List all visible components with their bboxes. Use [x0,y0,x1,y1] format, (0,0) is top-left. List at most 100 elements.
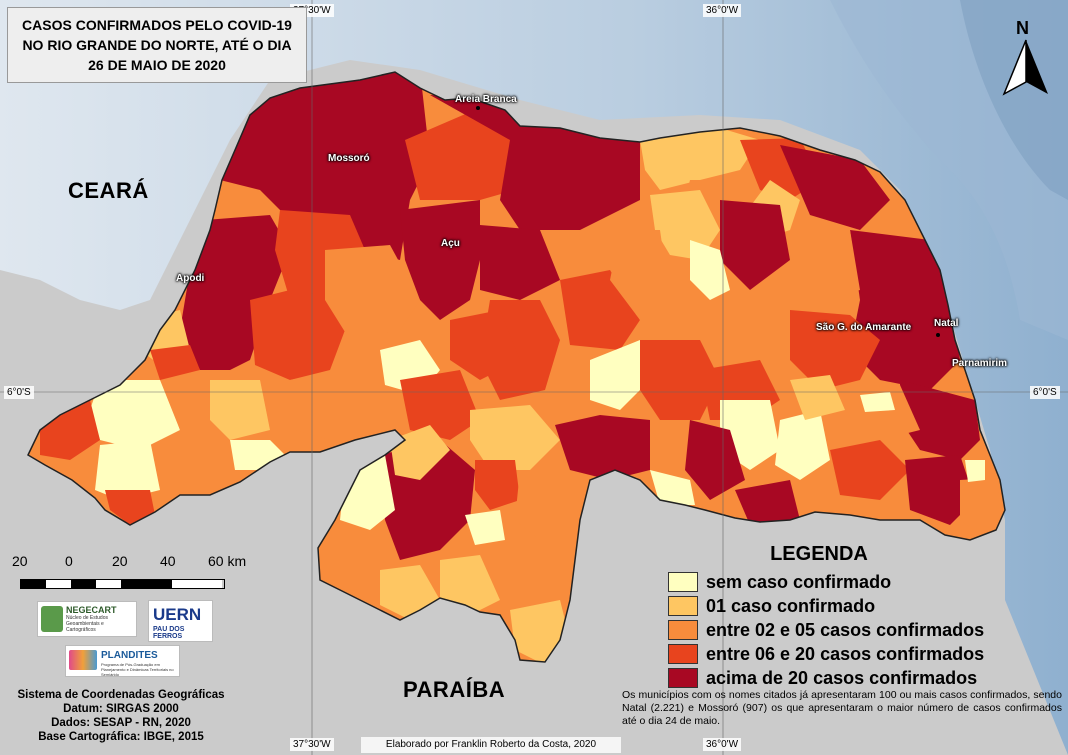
municipality [900,380,980,460]
municipality [210,380,270,440]
title-line-1: CASOS CONFIRMADOS PELO COVID-19 [22,17,292,33]
legend-item: entre 02 e 05 casos confirmados [668,618,1060,642]
scale-labels: 20 0 20 40 60 km [12,553,262,571]
municipality [850,300,960,390]
label-ceara: CEARÁ [68,178,149,203]
legend-swatch [668,668,698,688]
city-label-areia-branca: Areia Branca [455,94,517,105]
scale-label: 20 [12,553,28,569]
municipality [465,510,505,545]
label-paraiba: PARAÍBA [403,677,506,702]
info-line-2: Datum: SIRGAS 2000 [63,703,179,715]
municipality [250,280,345,380]
municipality [95,440,160,500]
municipality [775,410,830,480]
municipality [555,415,650,480]
title-line-2: NO RIO GRANDE DO NORTE, ATÉ O DIA [22,37,292,53]
negecart-name: NEGECART [66,605,117,615]
municipality [470,405,560,470]
municipality [960,478,1005,535]
negecart-emblem [41,606,63,632]
grid-label-bottom-right: 36°0'W [703,738,742,751]
state-border [27,71,1006,663]
info-line-3: Dados: SESAP - RN, 2020 [51,717,191,729]
legend-label: 01 caso confirmado [706,595,876,616]
municipality [400,200,480,320]
info-line-1: Sistema de Coordenadas Geográficas [17,689,225,701]
municipality [390,425,450,480]
legend-item: entre 06 e 20 casos confirmados [668,642,1060,666]
municipality [160,370,220,430]
legend-label: entre 06 e 20 casos confirmados [706,643,985,664]
north-arrow-icon [1002,39,1048,96]
uern-subtitle: PAU DOS FERROS [153,626,185,640]
municipality [860,392,895,412]
legend-title: LEGENDA [770,543,868,565]
legend-item: acima de 20 casos confirmados [668,666,1060,690]
grid-label-right: 6°0'S [1030,386,1060,399]
legend: LEGENDA sem caso confirmado 01 caso conf… [668,543,1060,690]
grid-label-top-right: 36°0'W [703,4,742,17]
plandites-logo: PLANDITES Programa de Pós-Graduação em P… [65,645,180,677]
north-arrow: N [998,18,1054,98]
municipality [830,440,910,500]
city-label-sao-goncalo: São G. do Amarante [816,322,912,333]
municipality [780,145,890,230]
info-line-4: Base Cartográfica: IBGE, 2015 [38,731,204,743]
municipality [90,380,180,450]
legend-swatch [668,572,698,592]
municipality [150,345,200,380]
city-dot-areia-branca [476,106,480,110]
scale-bar-segments [20,579,225,589]
municipality [800,230,860,300]
municipality [290,370,360,440]
legend-label: acima de 20 casos confirmados [706,667,978,688]
legend-item: sem caso confirmado [668,570,1060,594]
city-label-apodi: Apodi [176,273,205,284]
municipality [905,455,975,525]
municipality [325,245,420,340]
legend-note: Os municípios com os nomes citados já ap… [622,689,1062,727]
legend-item: 01 caso confirmado [668,594,1060,618]
municipality [475,460,520,510]
plandites-emblem [69,650,97,670]
scale-label: 0 [65,553,73,569]
municipality [515,470,570,540]
municipality [590,340,650,410]
city-label-parnamirim: Parnamirim [952,358,1008,369]
city-label-mossoro: Mossoró [328,153,370,164]
scale-label: 60 km [208,553,247,569]
city-dot-natal [936,333,940,337]
municipality [690,240,730,300]
legend-label: sem caso confirmado [706,571,892,592]
municipality [480,225,560,300]
municipality [405,112,520,200]
uern-name: UERN [153,605,202,624]
coordinate-info: Sistema de Coordenadas Geográficas Datum… [8,688,234,744]
municipality [735,480,800,525]
scale-label: 40 [160,553,176,569]
municipality [650,470,695,505]
scale-label: 20 [112,553,128,569]
negecart-logo: NEGECART Núcleo de Estudos Geoambientais… [37,601,137,637]
municipality [790,375,845,420]
municipality [650,190,720,260]
municipality [790,310,880,390]
negecart-subtitle: Núcleo de Estudos Geoambientais e Cartog… [66,615,108,633]
municipality [850,230,950,310]
map-title: CASOS CONFIRMADOS PELO COVID-19 NO RIO G… [7,7,307,83]
municipality [965,460,985,482]
municipality [400,370,480,440]
grid-label-left: 6°0'S [4,386,34,399]
ocean-deep [960,0,1068,200]
legend-label: entre 02 e 05 casos confirmados [706,619,985,640]
municipality [640,128,760,190]
city-label-acu: Açu [441,238,460,249]
scale-bar: 20 0 20 40 60 km [12,553,262,598]
legend-swatch [668,620,698,640]
legend-swatch [668,644,698,664]
municipality [720,200,790,290]
municipality [610,230,670,320]
municipality [180,215,290,370]
